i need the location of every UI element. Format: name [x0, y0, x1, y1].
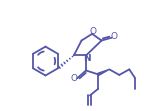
Text: O: O	[111, 32, 118, 41]
Polygon shape	[98, 69, 109, 75]
Text: N: N	[83, 54, 90, 63]
Text: O: O	[89, 27, 96, 36]
Text: O: O	[71, 74, 78, 83]
